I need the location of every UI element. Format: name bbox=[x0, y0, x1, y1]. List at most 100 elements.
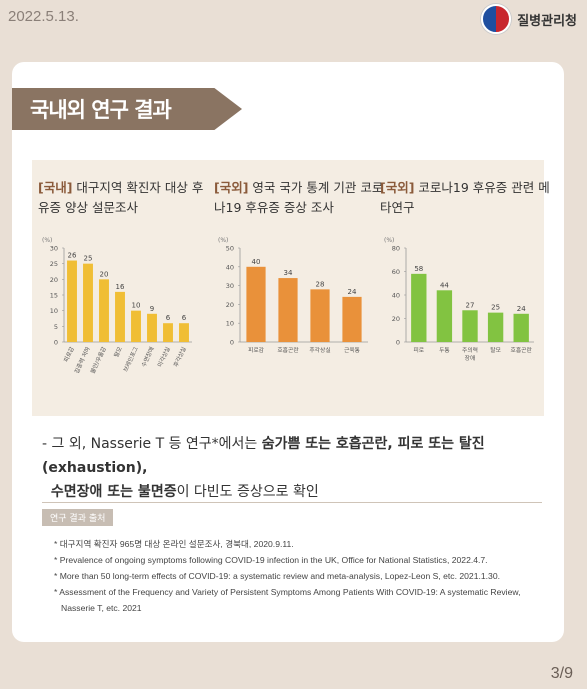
bar bbox=[179, 323, 189, 342]
x-tick-label: 근육통 bbox=[344, 347, 361, 354]
data-label: 28 bbox=[316, 280, 325, 288]
chart-title-3: [국외] 코로나19 후유증 관련 메타연구 bbox=[380, 178, 550, 218]
data-label: 34 bbox=[284, 269, 293, 277]
chart-title-2: [국외] 영국 국가 통계 기관 코로나19 후유증 증상 조사 bbox=[214, 178, 384, 218]
sources-box: 연구 결과 출처 * 대구지역 확진자 965명 대상 온라인 설문조사, 경북… bbox=[42, 502, 542, 631]
chart-tag-1: [국내] bbox=[38, 180, 73, 195]
y-unit-label: (%) bbox=[218, 237, 228, 244]
x-tick-label: 호흡곤란 bbox=[277, 346, 299, 354]
data-label: 24 bbox=[517, 305, 526, 313]
bar bbox=[147, 313, 157, 342]
y-tick-label: 10 bbox=[50, 307, 58, 315]
section-title-tab: 국내외 연구 결과 bbox=[12, 88, 242, 130]
summary-bold-1: 숨가쁨 또는 호흡곤란, 피로 또는 탈진(exhaustion), bbox=[42, 436, 485, 476]
bar bbox=[278, 278, 298, 342]
y-tick-label: 60 bbox=[392, 268, 400, 276]
summary-suffix: 이 다빈도 증상으로 확인 bbox=[176, 484, 319, 500]
data-label: 58 bbox=[414, 265, 423, 273]
data-label: 6 bbox=[166, 314, 171, 322]
section-title: 국내외 연구 결과 bbox=[30, 98, 172, 122]
x-tick-label: 후각상실 bbox=[309, 346, 330, 354]
sources-list: * 대구지역 확진자 965명 대상 온라인 설문조사, 경북대, 2020.9… bbox=[42, 536, 542, 616]
org-logo: 질병관리청 bbox=[481, 4, 577, 34]
data-label: 25 bbox=[491, 304, 500, 312]
x-tick-label: 장애 bbox=[465, 354, 476, 362]
chart-title-text-1: 대구지역 확진자 대상 후유증 양상 설문조사 bbox=[38, 180, 204, 215]
bar bbox=[131, 310, 141, 342]
x-tick-label: 미각상실 bbox=[156, 345, 172, 368]
data-label: 27 bbox=[466, 301, 475, 309]
source-item: * Assessment of the Frequency and Variet… bbox=[54, 587, 521, 613]
data-label: 24 bbox=[348, 288, 357, 296]
x-tick-label: 피로 bbox=[413, 346, 424, 354]
y-tick-label: 25 bbox=[50, 260, 58, 268]
x-tick-label: 후각상실 bbox=[172, 345, 188, 368]
data-label: 6 bbox=[182, 314, 187, 322]
chart-tag-3: [국외] bbox=[380, 180, 415, 195]
y-tick-label: 20 bbox=[392, 315, 400, 323]
summary-prefix: - 그 외, Nasserie T 등 연구*에서는 bbox=[42, 436, 262, 452]
data-label: 10 bbox=[132, 302, 141, 310]
x-tick-label: 불안/우울감 bbox=[89, 345, 108, 375]
bar bbox=[513, 313, 529, 342]
y-tick-label: 40 bbox=[226, 263, 234, 271]
y-tick-label: 80 bbox=[392, 245, 400, 253]
bar bbox=[246, 266, 266, 342]
y-unit-label: (%) bbox=[384, 237, 394, 244]
data-label: 16 bbox=[116, 283, 125, 291]
x-tick-label: 수면장애 bbox=[140, 345, 156, 368]
y-tick-label: 50 bbox=[226, 245, 234, 253]
bar bbox=[487, 312, 504, 342]
summary-text: - 그 외, Nasserie T 등 연구*에서는 숨가쁨 또는 호흡곤란, … bbox=[42, 432, 552, 504]
x-tick-label: 주의력 bbox=[462, 346, 478, 354]
data-label: 25 bbox=[84, 255, 93, 263]
x-tick-label: 피로감 bbox=[248, 346, 265, 354]
bar bbox=[163, 323, 173, 342]
bar bbox=[99, 279, 109, 342]
source-item: * More than 50 long-term effects of COVI… bbox=[54, 571, 500, 581]
data-label: 9 bbox=[150, 305, 154, 313]
y-tick-label: 0 bbox=[230, 339, 234, 347]
y-tick-label: 0 bbox=[396, 339, 400, 347]
y-unit-label: (%) bbox=[42, 237, 52, 244]
data-label: 44 bbox=[440, 281, 449, 289]
y-tick-label: 40 bbox=[392, 292, 400, 300]
bar bbox=[310, 289, 330, 342]
content-card: 국내외 연구 결과 [국내] 대구지역 확진자 대상 후유증 양상 설문조사 (… bbox=[12, 62, 564, 642]
chart-title-1: [국내] 대구지역 확진자 대상 후유증 양상 설문조사 bbox=[38, 178, 208, 218]
chart-title-text-3: 코로나19 후유증 관련 메타연구 bbox=[380, 180, 550, 215]
y-tick-label: 30 bbox=[50, 245, 58, 253]
y-tick-label: 10 bbox=[226, 320, 234, 328]
y-tick-label: 15 bbox=[50, 292, 58, 300]
page-number: 3/9 bbox=[550, 665, 573, 682]
data-label: 20 bbox=[100, 270, 109, 278]
x-tick-label: 브레인포그 bbox=[121, 345, 140, 373]
date: 2022.5.13. bbox=[8, 8, 79, 25]
bar bbox=[436, 290, 453, 342]
source-item: * Prevalence of ongoing symptoms followi… bbox=[54, 555, 488, 565]
bar bbox=[115, 291, 125, 342]
chart-panel: [국내] 대구지역 확진자 대상 후유증 양상 설문조사 (%) 0 5 10 15 20… bbox=[32, 160, 550, 416]
chart-title-text-2: 영국 국가 통계 기관 코로나19 후유증 증상 조사 bbox=[214, 180, 384, 215]
bar bbox=[342, 296, 362, 342]
data-label: 40 bbox=[252, 258, 261, 266]
x-tick-label: 두통 bbox=[439, 347, 450, 354]
source-item: * 대구지역 확진자 965명 대상 온라인 설문조사, 경북대, 2020.9… bbox=[54, 539, 294, 549]
y-tick-label: 0 bbox=[54, 339, 58, 347]
sources-label: 연구 결과 출처 bbox=[42, 509, 114, 526]
taegeuk-icon bbox=[481, 4, 512, 34]
chart-tag-2: [국외] bbox=[214, 180, 249, 195]
x-tick-label: 호흡곤란 bbox=[511, 346, 533, 354]
bar bbox=[462, 310, 478, 342]
data-label: 26 bbox=[68, 252, 77, 260]
chart-2: (%) 0 10 20 30 40 50 40 피로감 34 호흡곤란 28 후각상실 24 근육통 bbox=[218, 237, 368, 354]
bar bbox=[411, 273, 427, 342]
y-tick-label: 20 bbox=[226, 301, 234, 309]
summary-bold-2: 수면장애 또는 불면증 bbox=[50, 484, 177, 500]
org-name: 질병관리청 bbox=[517, 13, 577, 29]
y-tick-label: 5 bbox=[54, 323, 58, 331]
x-tick-label: 탈모 bbox=[490, 346, 501, 354]
y-tick-label: 20 bbox=[50, 276, 58, 284]
